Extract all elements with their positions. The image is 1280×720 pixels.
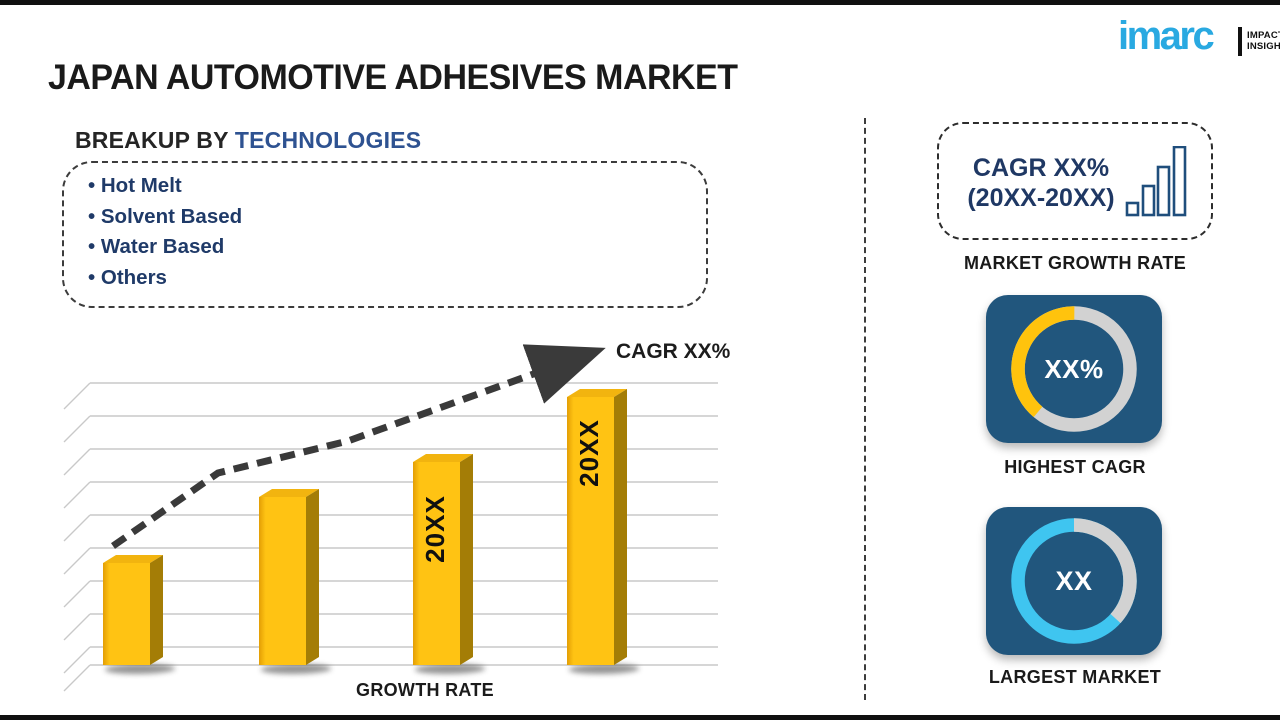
top-frame-band <box>0 0 1280 5</box>
largest-market-donut: XX <box>1011 518 1137 644</box>
largest-market-value: XX <box>1055 566 1092 596</box>
trend-arrow-line <box>111 344 606 549</box>
largest-market-caption: LARGEST MARKET <box>988 667 1162 687</box>
bar-1 <box>103 555 163 665</box>
bar-shadows <box>104 664 640 674</box>
bar-chart-icon <box>1125 146 1187 217</box>
bar-4-year-label: 20XX <box>574 419 604 487</box>
growth-rate-bar-chart: 20XX 20XX <box>63 344 718 692</box>
list-item: Water Based <box>88 232 242 263</box>
market-growth-rate-box: CAGR XX% (20XX-20XX) <box>937 122 1213 240</box>
list-item: Hot Melt <box>88 171 242 202</box>
bar-3: 20XX <box>413 454 473 665</box>
breakup-dashed-box <box>62 161 708 308</box>
chart-cagr-annotation: CAGR XX% <box>616 340 731 363</box>
logo-tagline-line2: INSIGHTS <box>1247 41 1280 52</box>
imarc-logo: imarc IMPACTFUL INSIGHTS <box>1118 14 1280 66</box>
list-item: Solvent Based <box>88 202 242 233</box>
growth-box-text: CAGR XX% (20XX-20XX) <box>961 153 1121 213</box>
growth-box-cagr: CAGR XX% <box>972 154 1110 182</box>
bar-3-year-label: 20XX <box>420 495 450 563</box>
section-divider-dashed <box>864 118 866 700</box>
breakup-list: Hot Melt Solvent Based Water Based Other… <box>88 171 242 293</box>
highest-cagr-tile: XX% <box>986 295 1162 443</box>
logo-tagline: IMPACTFUL INSIGHTS <box>1247 30 1280 52</box>
largest-market-tile: XX <box>986 507 1162 655</box>
bar-2 <box>259 489 319 665</box>
list-item: Others <box>88 263 242 294</box>
breakup-heading: BREAKUP BY TECHNOLOGIES <box>75 127 421 154</box>
breakup-heading-highlight: TECHNOLOGIES <box>234 127 422 153</box>
growth-box-years: (20XX-20XX) <box>967 184 1115 212</box>
bar-series: 20XX 20XX <box>103 389 627 665</box>
logo-tagline-line1: IMPACTFUL <box>1247 30 1280 41</box>
imarc-logo-wordmark: imarc <box>1118 14 1215 58</box>
market-growth-rate-caption: MARKET GROWTH RATE <box>963 253 1187 273</box>
highest-cagr-caption: HIGHEST CAGR <box>1004 457 1146 477</box>
logo-divider-bar <box>1238 27 1242 56</box>
breakup-heading-prefix: BREAKUP BY <box>75 127 235 153</box>
bottom-frame-band <box>0 715 1280 720</box>
highest-cagr-donut: XX% <box>1011 306 1137 432</box>
chart-caption: GROWTH RATE <box>356 680 494 700</box>
bar-4: 20XX <box>567 389 627 665</box>
page-title: JAPAN AUTOMOTIVE ADHESIVES MARKET <box>48 58 738 97</box>
highest-cagr-value: XX% <box>1044 354 1103 384</box>
